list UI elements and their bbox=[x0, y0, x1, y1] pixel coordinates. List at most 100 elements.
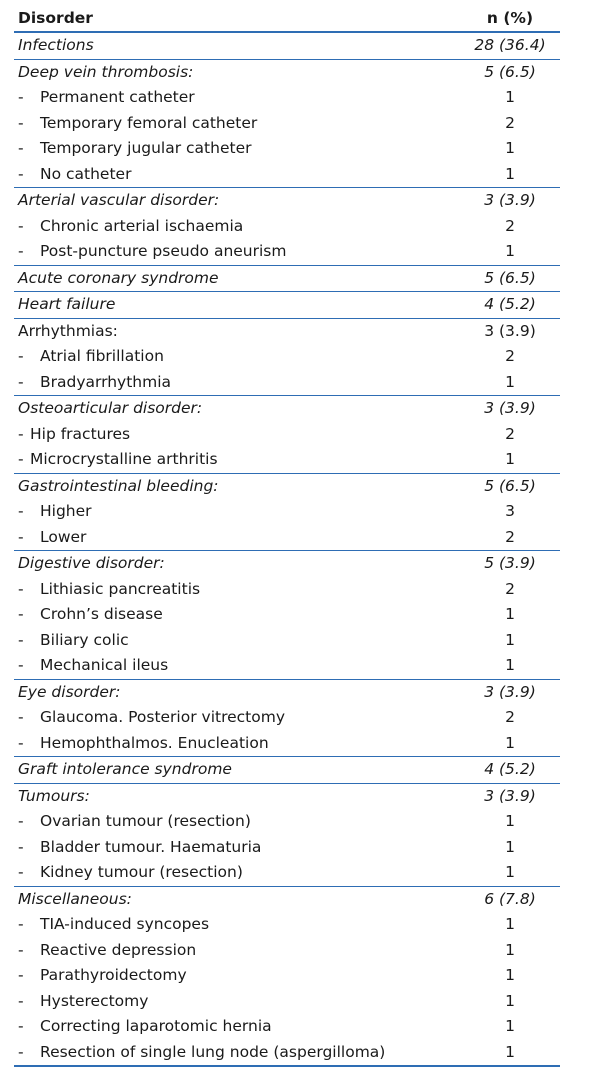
disorder-label: Arrhythmias: bbox=[18, 321, 118, 340]
header-disorder: Disorder bbox=[14, 5, 460, 33]
dash-marker: - bbox=[18, 1017, 24, 1035]
disorder-label: Osteoarticular disorder: bbox=[18, 399, 203, 417]
disorder-cell: Gastrointestinal bleeding: bbox=[14, 473, 460, 499]
disorder-label: Infections bbox=[18, 36, 94, 54]
count-cell: 1 bbox=[505, 88, 515, 106]
count-cell: 1 bbox=[505, 940, 515, 959]
table-row: Heart failure 4 (5.2) bbox=[14, 291, 560, 319]
disorder-cell: Infections bbox=[14, 32, 460, 60]
table-row: - Glaucoma. Posterior vitrectomy 2 bbox=[14, 705, 560, 731]
table-row: Arterial vascular disorder: 3 (3.9) bbox=[14, 188, 560, 214]
dash-marker: - bbox=[18, 372, 24, 391]
disorder-cell: - Permanent catheter bbox=[14, 85, 460, 111]
disorder-cell: - Higher bbox=[14, 499, 460, 525]
count-cell: 4 (5.2) bbox=[460, 756, 560, 784]
table-row: - Reactive depression 1 bbox=[14, 938, 560, 964]
disorder-cell: Arterial vascular disorder: bbox=[14, 188, 460, 214]
table-row: - Chronic arterial ischaemia 2 bbox=[14, 214, 560, 240]
dash-marker: - bbox=[18, 1042, 24, 1061]
count-cell: 3 bbox=[505, 502, 515, 520]
table-row: - No catheter 1 bbox=[14, 161, 560, 188]
disorder-cell: - Chronic arterial ischaemia bbox=[14, 214, 460, 240]
table-row: - Kidney tumour (resection) 1 bbox=[14, 860, 560, 887]
dash-marker: - bbox=[18, 708, 24, 726]
disorder-cell: - Hemophthalmos. Enucleation bbox=[14, 730, 460, 757]
disorder-label: Hip fractures bbox=[30, 424, 131, 443]
dash-marker: - bbox=[18, 88, 24, 106]
table-row: - Lower 2 bbox=[14, 524, 560, 551]
table-row: - Crohn’s disease 1 bbox=[14, 602, 560, 628]
disorder-cell: - Hip fractures bbox=[14, 422, 460, 448]
table-row: - Microcrystalline arthritis 1 bbox=[14, 447, 560, 474]
dash-marker: - bbox=[18, 450, 24, 468]
count-cell: 2 bbox=[460, 524, 560, 551]
disorder-label: Acute coronary syndrome bbox=[18, 268, 219, 287]
count-cell: 5 (6.5) bbox=[484, 476, 536, 495]
dash-marker: - bbox=[18, 424, 24, 443]
count-cell: 1 bbox=[460, 1039, 560, 1067]
disorder-cell: - Lithiasic pancreatitis bbox=[14, 577, 460, 603]
disorder-cell: - Glaucoma. Posterior vitrectomy bbox=[14, 705, 460, 731]
disorder-cell: Tumours: bbox=[14, 783, 460, 809]
count-cell: 1 bbox=[460, 239, 560, 266]
dash-marker: - bbox=[18, 347, 24, 365]
count-cell: 2 bbox=[505, 424, 515, 443]
disorder-cell: Arrhythmias: bbox=[14, 318, 460, 344]
disorder-cell: Deep vein thrombosis: bbox=[14, 59, 460, 85]
table-row: Infections 28 (36.4) bbox=[14, 32, 560, 60]
count-cell: 2 bbox=[505, 216, 515, 235]
dash-marker: - bbox=[18, 164, 24, 183]
count-cell: 3 (3.9) bbox=[484, 321, 536, 340]
count-cell: 5 (6.5) bbox=[460, 265, 560, 292]
table-row: - Mechanical ileus 1 bbox=[14, 653, 560, 680]
disorder-label: Ovarian tumour (resection) bbox=[40, 812, 251, 830]
count-cell: 1 bbox=[505, 837, 515, 856]
disorder-cell: - Crohn’s disease bbox=[14, 602, 460, 628]
disorder-cell: - Correcting laparotomic hernia bbox=[14, 1014, 460, 1040]
count-cell: 1 bbox=[505, 812, 515, 830]
table-row: - Ovarian tumour (resection) 1 bbox=[14, 809, 560, 835]
header-n-percent: n (%) bbox=[460, 5, 560, 33]
count-cell: 6 (7.8) bbox=[484, 889, 536, 908]
disorder-label: Lower bbox=[40, 527, 87, 546]
disorder-label: Deep vein thrombosis: bbox=[18, 62, 194, 81]
count-cell: 2 bbox=[505, 347, 515, 365]
disorder-label: Reactive depression bbox=[40, 940, 197, 959]
count-cell: 1 bbox=[505, 605, 515, 623]
disorder-cell: - Temporary femoral catheter bbox=[14, 111, 460, 137]
table-row: Gastrointestinal bleeding: 5 (6.5) bbox=[14, 473, 560, 499]
disorder-label: Temporary femoral catheter bbox=[40, 113, 258, 132]
table-row: - Permanent catheter 1 bbox=[14, 85, 560, 111]
disorder-cell: - Mechanical ileus bbox=[14, 653, 460, 680]
disorder-cell: Digestive disorder: bbox=[14, 551, 460, 577]
disorder-cell: - Hysterectomy bbox=[14, 989, 460, 1015]
count-cell: 1 bbox=[505, 139, 515, 157]
table-row: - Correcting laparotomic hernia 1 bbox=[14, 1014, 560, 1040]
table-row: - Hemophthalmos. Enucleation 1 bbox=[14, 730, 560, 757]
table-row: - Temporary jugular catheter 1 bbox=[14, 136, 560, 162]
dash-marker: - bbox=[18, 527, 24, 546]
table-header-row: Disorder n (%) bbox=[14, 5, 560, 33]
disorder-label: Tumours: bbox=[18, 786, 90, 805]
disorder-cell: Heart failure bbox=[14, 291, 460, 319]
disorder-label: Lithiasic pancreatitis bbox=[40, 579, 201, 598]
disorder-cell: - Atrial fibrillation bbox=[14, 344, 460, 370]
dash-marker: - bbox=[18, 139, 24, 157]
table-row: Miscellaneous: 6 (7.8) bbox=[14, 886, 560, 912]
disorder-label: Hemophthalmos. Enucleation bbox=[40, 733, 269, 752]
disorder-cell: - TIA-induced syncopes bbox=[14, 912, 460, 938]
disorder-label: Chronic arterial ischaemia bbox=[40, 216, 244, 235]
disorder-cell: - Resection of single lung node (aspergil… bbox=[14, 1039, 460, 1067]
disorders-table: Disorder n (%) Infections 28 (36.4) Deep v… bbox=[14, 5, 560, 1067]
disorder-label: Graft intolerance syndrome bbox=[18, 760, 232, 778]
table-row: - Atrial fibrillation 2 bbox=[14, 344, 560, 370]
disorder-label: Heart failure bbox=[18, 295, 116, 313]
table-row: - Higher 3 bbox=[14, 499, 560, 525]
count-cell: 1 bbox=[505, 915, 515, 933]
table-row: - Temporary femoral catheter 2 bbox=[14, 111, 560, 137]
count-cell: 1 bbox=[460, 447, 560, 474]
dash-marker: - bbox=[18, 630, 24, 649]
disorder-label: Bradyarrhythmia bbox=[40, 372, 172, 391]
disorder-cell: - Lower bbox=[14, 524, 460, 551]
disorder-label: Biliary colic bbox=[40, 630, 129, 649]
